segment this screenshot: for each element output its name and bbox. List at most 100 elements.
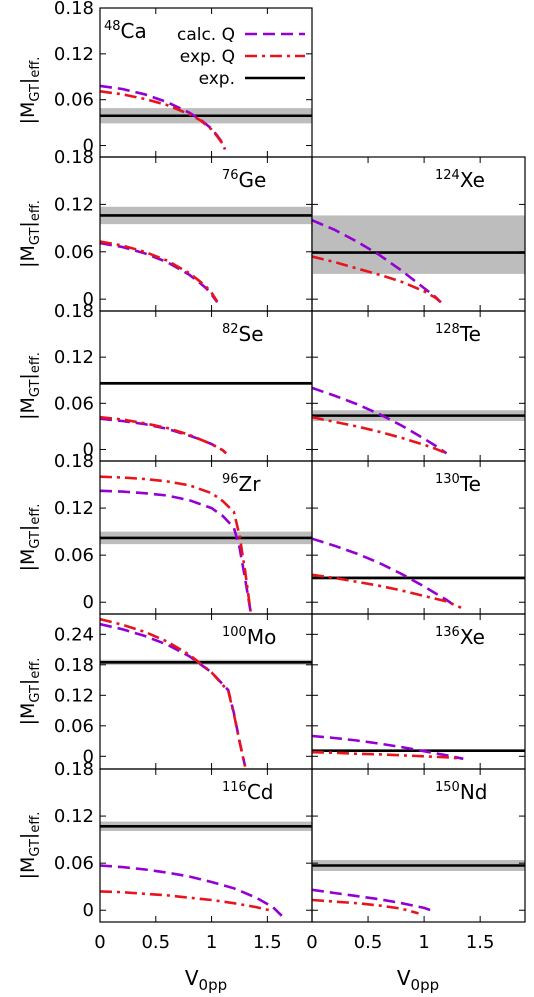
nucleus-symbol: Zr	[239, 472, 262, 496]
y-axis-label-part: |M	[17, 245, 39, 268]
panel-plot-area	[100, 617, 312, 767]
y-tick-label: 0.12	[54, 194, 94, 215]
nucleus-mass: 76	[222, 168, 239, 183]
panel-plot-area	[100, 821, 312, 920]
x-tick-label: 1.5	[253, 932, 282, 953]
nucleus-mass: 48	[104, 19, 121, 34]
nucleus-symbol: Nd	[460, 780, 488, 804]
y-tick-label: 0.18	[54, 301, 94, 322]
panel-frame	[311, 613, 526, 770]
panel-cd116: 0 0.06 0.12 0.18 0 0.5 1 1.5 116Cd |MGT|eff.	[17, 759, 313, 953]
y-tick-label: 0.12	[54, 498, 94, 519]
x-axis-label-left: V0pp	[185, 966, 227, 994]
nucleus-label: 76Ge	[222, 168, 266, 192]
nucleus-symbol: Ge	[239, 168, 267, 192]
x-axis-label-main: V	[397, 966, 411, 990]
y-axis-label-part: |	[17, 78, 39, 84]
y-axis-label-part: GT	[28, 531, 43, 549]
panel-plot-area	[312, 215, 525, 304]
nucleus-mass: 150	[435, 780, 460, 795]
panel-frame	[99, 310, 313, 462]
nucleus-label: 48Ca	[104, 19, 147, 43]
nucleus-label: 130Te	[435, 472, 481, 496]
y-tick-label: 0.18	[54, 147, 94, 168]
y-axis-label-part: GT	[28, 228, 43, 246]
panel-frame	[311, 768, 526, 923]
y-axis-label-part: GT	[28, 839, 43, 857]
y-tick-label: 0	[83, 439, 94, 460]
y-axis-label-part: eff.	[28, 658, 43, 679]
nucleus-label: 150Nd	[435, 780, 487, 804]
y-axis-label-part: |M	[17, 397, 39, 420]
calc-q-curve	[100, 489, 252, 612]
y-tick-label: 0	[83, 136, 94, 157]
y-axis-label-part: |M	[17, 549, 39, 572]
x-axis-label-sub: 0pp	[411, 976, 440, 994]
y-axis-label-part: |	[17, 833, 39, 839]
y-axis-label-part: |	[17, 221, 39, 227]
panel-plot-area	[312, 734, 525, 761]
panel-frame	[99, 613, 313, 770]
panel-plot-area	[100, 206, 312, 304]
calc-q-curve	[100, 864, 286, 920]
x-axis-label-right: V0pp	[397, 966, 439, 994]
exp-q-curve	[100, 240, 219, 303]
exp-q-curve	[100, 617, 247, 767]
y-tick-label: 0.06	[54, 853, 94, 874]
exp-q-curve	[312, 255, 442, 304]
nucleus-mass: 136	[435, 625, 460, 640]
y-axis-label-part: GT	[28, 685, 43, 703]
nucleus-mass: 100	[222, 625, 247, 640]
nucleus-mass: 128	[435, 322, 460, 337]
panel-ge76: 0 0.06 0.12 0.18 76Ge |MGT|eff.	[17, 147, 313, 312]
x-axis-label-sub: 0pp	[199, 976, 228, 994]
y-axis-label-part: |	[17, 373, 39, 379]
y-axis-label-part: |	[17, 679, 39, 685]
nucleus-mass: 116	[222, 780, 247, 795]
y-axis-label-part: |M	[17, 857, 39, 880]
y-tick-label: 0.06	[54, 716, 94, 737]
x-tick-label: 0	[306, 932, 317, 953]
x-tick-label: 1.5	[466, 932, 495, 953]
y-axis-label-part: |M	[17, 102, 39, 125]
x-tick-label: 1	[418, 932, 429, 953]
x-tick-label: 0.5	[354, 932, 383, 953]
nucleus-mass: 124	[435, 168, 460, 183]
nucleus-label: 136Xe	[435, 625, 485, 649]
x-tick-label: 0	[94, 932, 105, 953]
y-tick-label: 0	[83, 592, 94, 613]
panel-mo100: 0 0.06 0.12 0.18 0.24 100Mo |MGT|eff.	[17, 613, 313, 770]
nucleus-symbol: Ca	[121, 19, 147, 43]
exp-q-curve	[100, 415, 227, 455]
calc-q-curve	[312, 386, 448, 455]
nucleus-label: 116Cd	[222, 780, 274, 804]
y-axis-label-part: GT	[28, 84, 43, 102]
panel-xe124: 124Xe	[311, 156, 526, 312]
y-axis-label-part: |	[17, 525, 39, 531]
panel-te128: 128Te	[311, 310, 526, 462]
nucleus-symbol: Cd	[247, 780, 274, 804]
panel-plot-area	[100, 84, 312, 150]
y-tick-label: 0.12	[54, 685, 94, 706]
panel-se82: 0 0.06 0.12 0.18 82Se |MGT|eff.	[17, 301, 313, 462]
y-tick-label: 0.24	[54, 624, 94, 645]
nucleus-symbol: Se	[239, 322, 264, 346]
nucleus-label: 82Se	[222, 322, 264, 346]
nucleus-mass: 96	[222, 472, 239, 487]
y-tick-label: 0.12	[54, 44, 94, 65]
y-axis-label-part: eff.	[28, 352, 43, 373]
panel-plot-area	[100, 381, 312, 455]
nucleus-symbol: Xe	[460, 168, 485, 192]
calc-q-curve	[100, 417, 227, 455]
legend-label: calc. Q	[177, 25, 235, 45]
calc-q-curve	[312, 734, 464, 761]
nucleus-label: 96Zr	[222, 472, 261, 496]
y-tick-label: 0.12	[54, 806, 94, 827]
panel-xe136: 136Xe	[311, 613, 526, 770]
panel-plot-area	[312, 860, 525, 915]
x-tick-label: 1	[206, 932, 217, 953]
y-tick-label: 0.06	[54, 393, 94, 414]
exp-q-curve	[312, 415, 447, 455]
nucleus-label: 128Te	[435, 322, 481, 346]
